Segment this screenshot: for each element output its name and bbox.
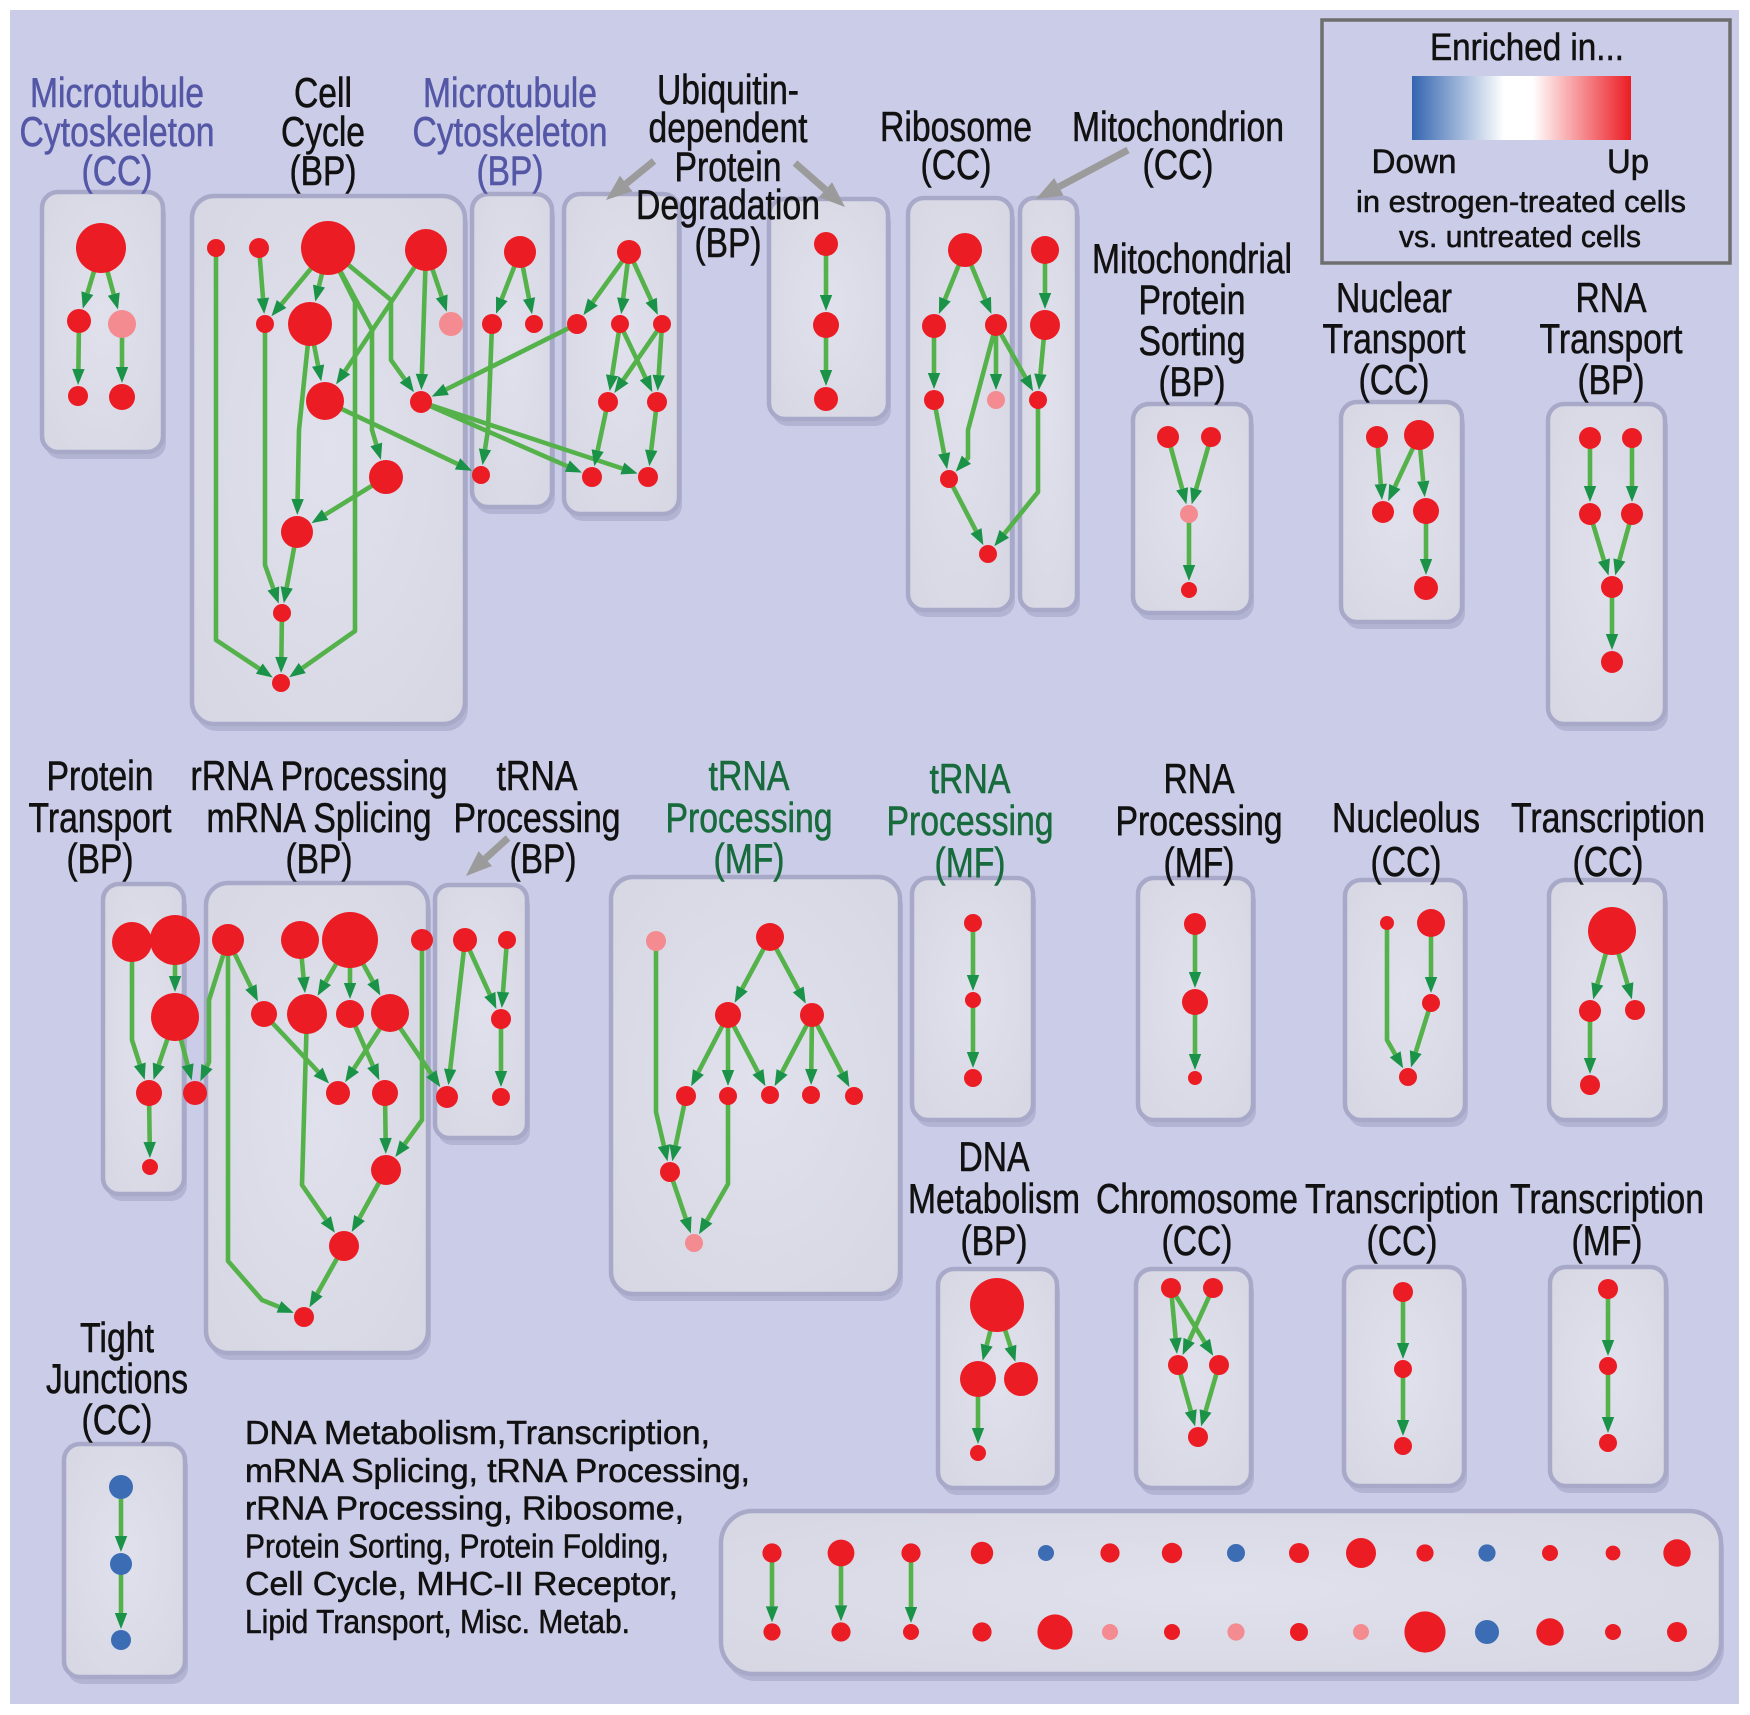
svg-text:tRNA: tRNA: [709, 752, 790, 799]
svg-text:Protein: Protein: [675, 143, 782, 190]
svg-text:Protein Sorting, Protein Foldi: Protein Sorting, Protein Folding,: [245, 1527, 669, 1564]
svg-text:Up: Up: [1607, 143, 1649, 181]
svg-text:Processing: Processing: [887, 797, 1054, 844]
svg-text:Transcription: Transcription: [1305, 1175, 1499, 1222]
svg-text:(BP): (BP): [510, 835, 577, 882]
svg-text:Transport: Transport: [1540, 315, 1683, 362]
svg-text:Cell: Cell: [294, 69, 352, 116]
svg-text:(CC): (CC): [82, 1396, 153, 1443]
svg-text:(BP): (BP): [961, 1217, 1028, 1264]
svg-text:mRNA Splicing, tRNA Processing: mRNA Splicing, tRNA Processing,: [245, 1452, 750, 1489]
svg-text:Microtubule: Microtubule: [30, 69, 204, 116]
svg-text:Mitochondrion: Mitochondrion: [1072, 103, 1284, 150]
svg-text:Microtubule: Microtubule: [423, 69, 597, 116]
svg-text:Enriched in...: Enriched in...: [1430, 27, 1624, 69]
svg-text:Cytoskeleton: Cytoskeleton: [20, 108, 215, 155]
svg-text:(CC): (CC): [921, 141, 992, 188]
svg-text:Transcription: Transcription: [1511, 794, 1705, 841]
svg-text:Cycle: Cycle: [281, 108, 365, 155]
svg-text:(BP): (BP): [695, 219, 762, 266]
svg-text:Metabolism: Metabolism: [908, 1175, 1080, 1222]
svg-text:(MF): (MF): [935, 839, 1006, 886]
svg-text:vs. untreated cells: vs. untreated cells: [1399, 219, 1641, 254]
svg-text:Ribosome: Ribosome: [880, 103, 1032, 150]
svg-text:Protein: Protein: [47, 752, 154, 799]
svg-text:Processing: Processing: [454, 794, 621, 841]
svg-text:Mitochondrial: Mitochondrial: [1092, 235, 1292, 282]
svg-text:(BP): (BP): [1578, 356, 1645, 403]
svg-text:in estrogen-treated cells: in estrogen-treated cells: [1356, 184, 1686, 219]
svg-text:Tight: Tight: [80, 1314, 154, 1361]
svg-text:Degradation: Degradation: [636, 181, 820, 228]
svg-text:(BP): (BP): [290, 147, 357, 194]
svg-text:Chromosome: Chromosome: [1096, 1175, 1298, 1222]
svg-text:RNA: RNA: [1576, 274, 1647, 321]
svg-text:Ubiquitin-: Ubiquitin-: [657, 66, 799, 113]
svg-text:(MF): (MF): [1164, 839, 1235, 886]
svg-text:Down: Down: [1372, 143, 1457, 181]
svg-text:(CC): (CC): [1367, 1217, 1438, 1264]
svg-text:Processing: Processing: [666, 794, 833, 841]
svg-text:Protein: Protein: [1139, 276, 1246, 323]
svg-text:Transcription: Transcription: [1510, 1175, 1704, 1222]
svg-text:rRNA Processing, Ribosome,: rRNA Processing, Ribosome,: [245, 1490, 684, 1527]
svg-text:(CC): (CC): [82, 147, 153, 194]
svg-text:DNA: DNA: [959, 1133, 1030, 1180]
svg-text:Junctions: Junctions: [46, 1355, 188, 1402]
svg-text:tRNA: tRNA: [930, 755, 1011, 802]
svg-text:mRNA Splicing: mRNA Splicing: [207, 794, 432, 841]
svg-text:Cell Cycle, MHC-II Receptor,: Cell Cycle, MHC-II Receptor,: [245, 1565, 678, 1602]
svg-text:(CC): (CC): [1371, 838, 1442, 885]
svg-text:(CC): (CC): [1573, 838, 1644, 885]
svg-text:rRNA Processing: rRNA Processing: [191, 752, 448, 799]
svg-text:dependent: dependent: [649, 104, 808, 151]
svg-text:Sorting: Sorting: [1139, 317, 1246, 364]
svg-text:Transport: Transport: [29, 794, 172, 841]
svg-text:Nuclear: Nuclear: [1336, 274, 1452, 321]
svg-text:(CC): (CC): [1162, 1217, 1233, 1264]
svg-text:(BP): (BP): [286, 835, 353, 882]
svg-text:(BP): (BP): [477, 147, 544, 194]
svg-text:Nucleolus: Nucleolus: [1332, 794, 1480, 841]
svg-text:(BP): (BP): [1159, 358, 1226, 405]
svg-text:DNA Metabolism,Transcription,: DNA Metabolism,Transcription,: [245, 1414, 710, 1451]
svg-text:(CC): (CC): [1143, 141, 1214, 188]
svg-text:Transport: Transport: [1323, 315, 1466, 362]
svg-text:(CC): (CC): [1359, 356, 1430, 403]
svg-text:RNA: RNA: [1164, 755, 1235, 802]
svg-text:Processing: Processing: [1116, 797, 1283, 844]
svg-text:(MF): (MF): [714, 835, 785, 882]
svg-text:Cytoskeleton: Cytoskeleton: [413, 108, 608, 155]
svg-text:Lipid Transport, Misc. Metab.: Lipid Transport, Misc. Metab.: [245, 1603, 630, 1640]
svg-text:(MF): (MF): [1572, 1217, 1643, 1264]
svg-text:tRNA: tRNA: [497, 752, 578, 799]
svg-text:(BP): (BP): [67, 835, 134, 882]
